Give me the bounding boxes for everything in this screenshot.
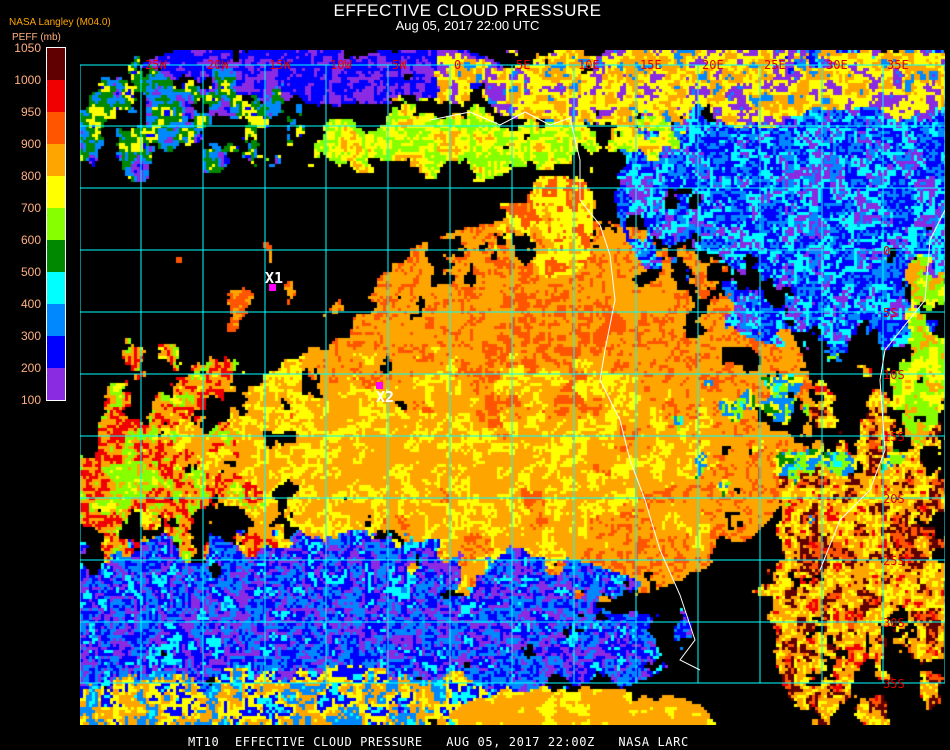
organization-label: NASA Langley (M04.0) <box>9 17 111 28</box>
marker-x2-label: X2 <box>376 388 394 406</box>
legend-tick-label: 400 <box>20 297 41 311</box>
latitude-label: 5S <box>883 306 897 320</box>
legend-bin-700-800 <box>47 176 65 208</box>
legend-bin-600-700 <box>47 208 65 240</box>
longitude-label: 30E <box>826 58 848 72</box>
latitude-label: 10S <box>883 368 905 382</box>
marker-x1-point <box>269 284 276 291</box>
latitude-label: 20S <box>883 492 905 506</box>
marker-x1-label: X1 <box>265 269 283 287</box>
map-overlay: 25W 20W 15W 10W 5W 0 5E 10E 15E 20E 25E 30E 35E 0 5S 10… <box>80 50 945 691</box>
longitude-label: 0 <box>454 58 461 72</box>
legend-bin-300-400 <box>47 304 65 336</box>
latitude-label: 25S <box>883 554 905 568</box>
coastline-east <box>819 209 945 571</box>
legend-tick-label: 700 <box>20 201 41 215</box>
legend-bin-1000-1050 <box>47 48 65 80</box>
legend-tick-label: 300 <box>20 329 41 343</box>
longitude-label: 5E <box>516 58 530 72</box>
legend-bin-100-200 <box>47 368 65 400</box>
legend-bin-400-500 <box>47 272 65 304</box>
longitude-label: 10E <box>578 58 600 72</box>
legend-tick-label: 900 <box>20 137 41 151</box>
legend-tick-label: 200 <box>20 361 41 375</box>
longitude-label: 25E <box>764 58 786 72</box>
longitude-label: 15W <box>269 58 291 72</box>
longitude-label: 25W <box>145 58 167 72</box>
longitude-label: 35E <box>887 58 909 72</box>
latitude-label: 15S <box>883 430 905 444</box>
legend-bin-800-900 <box>47 144 65 176</box>
color-legend-bar <box>46 47 66 401</box>
latitude-label: 0 <box>883 244 890 258</box>
legend-tick-label: 500 <box>20 265 41 279</box>
longitude-label: 10W <box>330 58 352 72</box>
longitude-label: 20W <box>207 58 229 72</box>
legend-tick-label: 800 <box>20 169 41 183</box>
marker-x2-point <box>376 382 383 389</box>
footer-caption: MT10 EFFECTIVE CLOUD PRESSURE AUG 05, 20… <box>188 735 689 749</box>
longitude-label: 15E <box>640 58 662 72</box>
timestamp: Aug 05, 2017 22:00 UTC <box>395 18 540 33</box>
latitude-label: 30S <box>883 616 905 630</box>
legend-bin-900-950 <box>47 112 65 144</box>
legend-tick-label: 100 <box>20 393 41 407</box>
satellite-map: 25W 20W 15W 10W 5W 0 5E 10E 15E 20E 25E 30E 35E 0 5S 10… <box>80 50 945 725</box>
legend-units: PEFF (mb) <box>12 32 61 43</box>
legend-bin-950-1000 <box>47 80 65 112</box>
legend-tick-label: 1000 <box>14 73 41 87</box>
legend-tick-label: 600 <box>20 233 41 247</box>
longitude-label: 5W <box>392 58 407 72</box>
latitude-label: 35S <box>883 677 905 691</box>
longitude-label: 20E <box>702 58 724 72</box>
legend-tick-label: 950 <box>20 105 41 119</box>
legend-bin-500-600 <box>47 240 65 272</box>
chart-title: EFFECTIVE CLOUD PRESSURE <box>333 1 602 20</box>
latitude-label: 40S <box>883 50 905 53</box>
coastline <box>429 111 701 671</box>
legend-bin-200-300 <box>47 336 65 368</box>
legend-tick-label: 1050 <box>14 41 41 55</box>
